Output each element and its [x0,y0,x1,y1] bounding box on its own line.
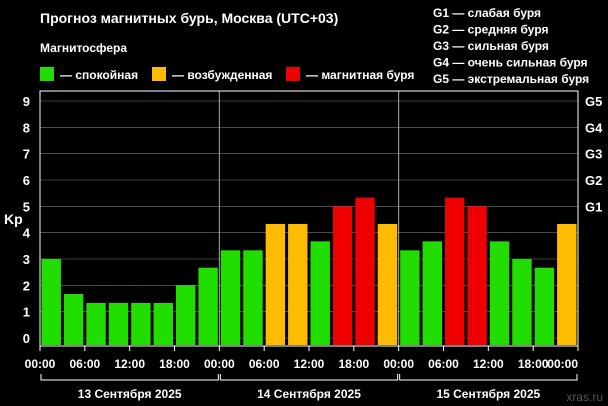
y-tick-label: 4 [23,226,31,241]
storm-level-tick: G4 [585,120,603,135]
y-tick-label: 3 [23,252,30,267]
legend-swatch [40,67,54,81]
storm-scale-entry: G3 — сильная буря [433,39,549,53]
y-tick-label: 5 [23,199,30,214]
y-tick-label: 2 [23,278,30,293]
legend-label: — спокойная [60,68,138,82]
day-labels: 13 Сентября 2025 14 Сентября 2025 15 Сентя… [40,374,578,401]
x-tick-label: 18:00 [518,357,549,371]
kp-bar [153,302,173,345]
storm-level-tick-labels: G1 G2 G3 G4 G5 [585,94,603,214]
storm-level-tick: G1 [585,199,602,214]
magnetosphere-label: Магнитосфера [40,41,127,55]
y-tick-label: 0 [23,331,30,346]
kp-bars [41,197,577,345]
x-tick-label: 06:00 [69,357,100,371]
kp-bar [332,206,353,345]
x-tick-label: 06:00 [428,357,459,371]
kp-bar [377,223,398,345]
day-bracket [399,374,578,381]
legend-swatch [286,67,300,81]
kp-bar [131,302,151,345]
legend-swatch [152,67,166,81]
storm-scale-entry: G1 — слабая буря [433,6,541,20]
x-tick-label: 00:00 [25,357,56,371]
kp-bar [467,206,487,345]
kp-bar [288,223,308,345]
kp-bar [243,250,263,345]
x-tick-label: 12:00 [473,357,504,371]
day-bracket [40,374,219,381]
storm-scale-legend: G1 — слабая буря G2 — средняя буря G3 — си… [433,6,589,86]
kp-bar [63,294,84,345]
x-tick-label: 00:00 [383,357,414,371]
x-tick-label: 00:00 [547,357,578,371]
storm-level-tick: G5 [585,94,602,109]
y-tick-label: 6 [23,173,30,188]
kp-bar [445,197,465,345]
x-tick-label: 06:00 [249,357,280,371]
chart-axes [39,90,579,351]
y-tick-label: 9 [23,94,30,109]
x-tick-label: 18:00 [338,357,369,371]
kp-bar [265,223,286,345]
watermark: xras.ru [566,390,603,404]
day-label: 13 Сентября 2025 [78,387,182,401]
x-tick-label: 12:00 [114,357,145,371]
legend-label: — магнитная буря [306,68,414,82]
kp-bar [534,267,555,345]
storm-scale-entry: G4 — очень сильная буря [433,56,588,70]
kp-bar [355,197,375,345]
kp-bar [86,302,106,345]
kp-bar [176,285,196,345]
storm-level-tick: G3 [585,147,602,162]
x-tick-labels: 00:00 06:00 12:00 18:00 00:00 06:00 12:00 18:00… [25,357,579,371]
kp-bar [198,267,218,345]
kp-bar [400,250,420,345]
chart-title: Прогноз магнитных бурь, Москва (UTC+03) [40,10,338,26]
storm-scale-entry: G2 — средняя буря [433,23,549,37]
status-legend: — спокойная — возбужденная — магнитная бур… [40,67,414,82]
kp-bar [41,259,61,345]
legend-label: — возбужденная [172,68,272,82]
day-bracket [219,374,399,381]
y-tick-label: 1 [23,305,30,320]
storm-scale-entry: G5 — экстремальная буря [433,72,589,86]
y-tick-label: 7 [23,147,30,162]
kp-bar [489,241,510,345]
kp-bar [220,250,241,345]
y-tick-labels: 0 1 2 3 4 5 6 7 8 9 [23,94,31,346]
storm-level-tick: G2 [585,173,602,188]
chart-grid [40,91,578,346]
x-tick-label: 18:00 [159,357,190,371]
y-tick-label: 8 [23,120,30,135]
kp-bar [557,223,577,345]
kp-bar [310,241,330,345]
x-tick-label: 00:00 [204,357,235,371]
x-tick-label: 12:00 [294,357,325,371]
kp-bar [108,302,129,345]
y-axis-label: Kp [4,211,23,227]
day-label: 14 Сентября 2025 [257,387,361,401]
day-label: 15 Сентября 2025 [436,387,540,401]
kp-bar [512,259,532,345]
kp-bar [422,241,442,345]
